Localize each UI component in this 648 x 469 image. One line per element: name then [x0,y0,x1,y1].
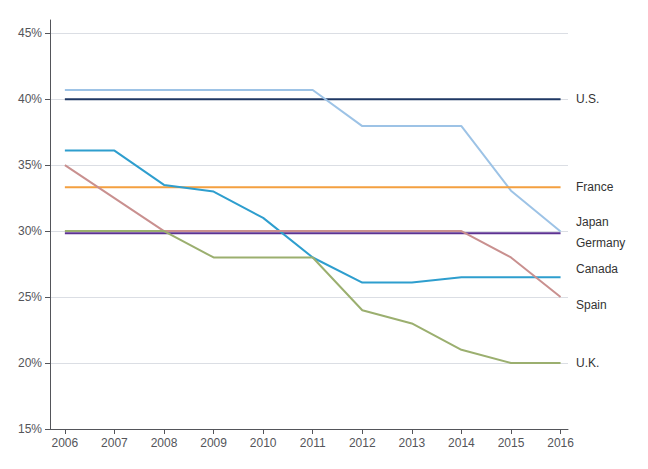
svg-text:2011: 2011 [300,436,326,450]
svg-text:15%: 15% [18,422,42,436]
svg-text:2006: 2006 [52,436,79,450]
svg-text:25%: 25% [18,290,42,304]
svg-text:France: France [576,180,614,194]
svg-text:2007: 2007 [101,436,128,450]
svg-text:2015: 2015 [498,436,525,450]
svg-text:20%: 20% [18,356,42,370]
svg-text:30%: 30% [18,224,42,238]
svg-text:2008: 2008 [151,436,178,450]
svg-text:2016: 2016 [547,436,574,450]
svg-text:40%: 40% [18,92,42,106]
svg-text:2012: 2012 [349,436,376,450]
svg-text:Japan: Japan [576,215,609,229]
svg-text:2010: 2010 [250,436,277,450]
svg-text:Canada: Canada [576,262,618,276]
svg-text:35%: 35% [18,158,42,172]
svg-text:2013: 2013 [399,436,426,450]
svg-text:2014: 2014 [448,436,475,450]
svg-text:Spain: Spain [576,298,607,312]
svg-text:Germany: Germany [576,236,625,250]
svg-text:45%: 45% [18,26,42,40]
svg-text:U.K.: U.K. [576,356,599,370]
svg-text:U.S.: U.S. [576,92,599,106]
svg-text:2009: 2009 [200,436,227,450]
